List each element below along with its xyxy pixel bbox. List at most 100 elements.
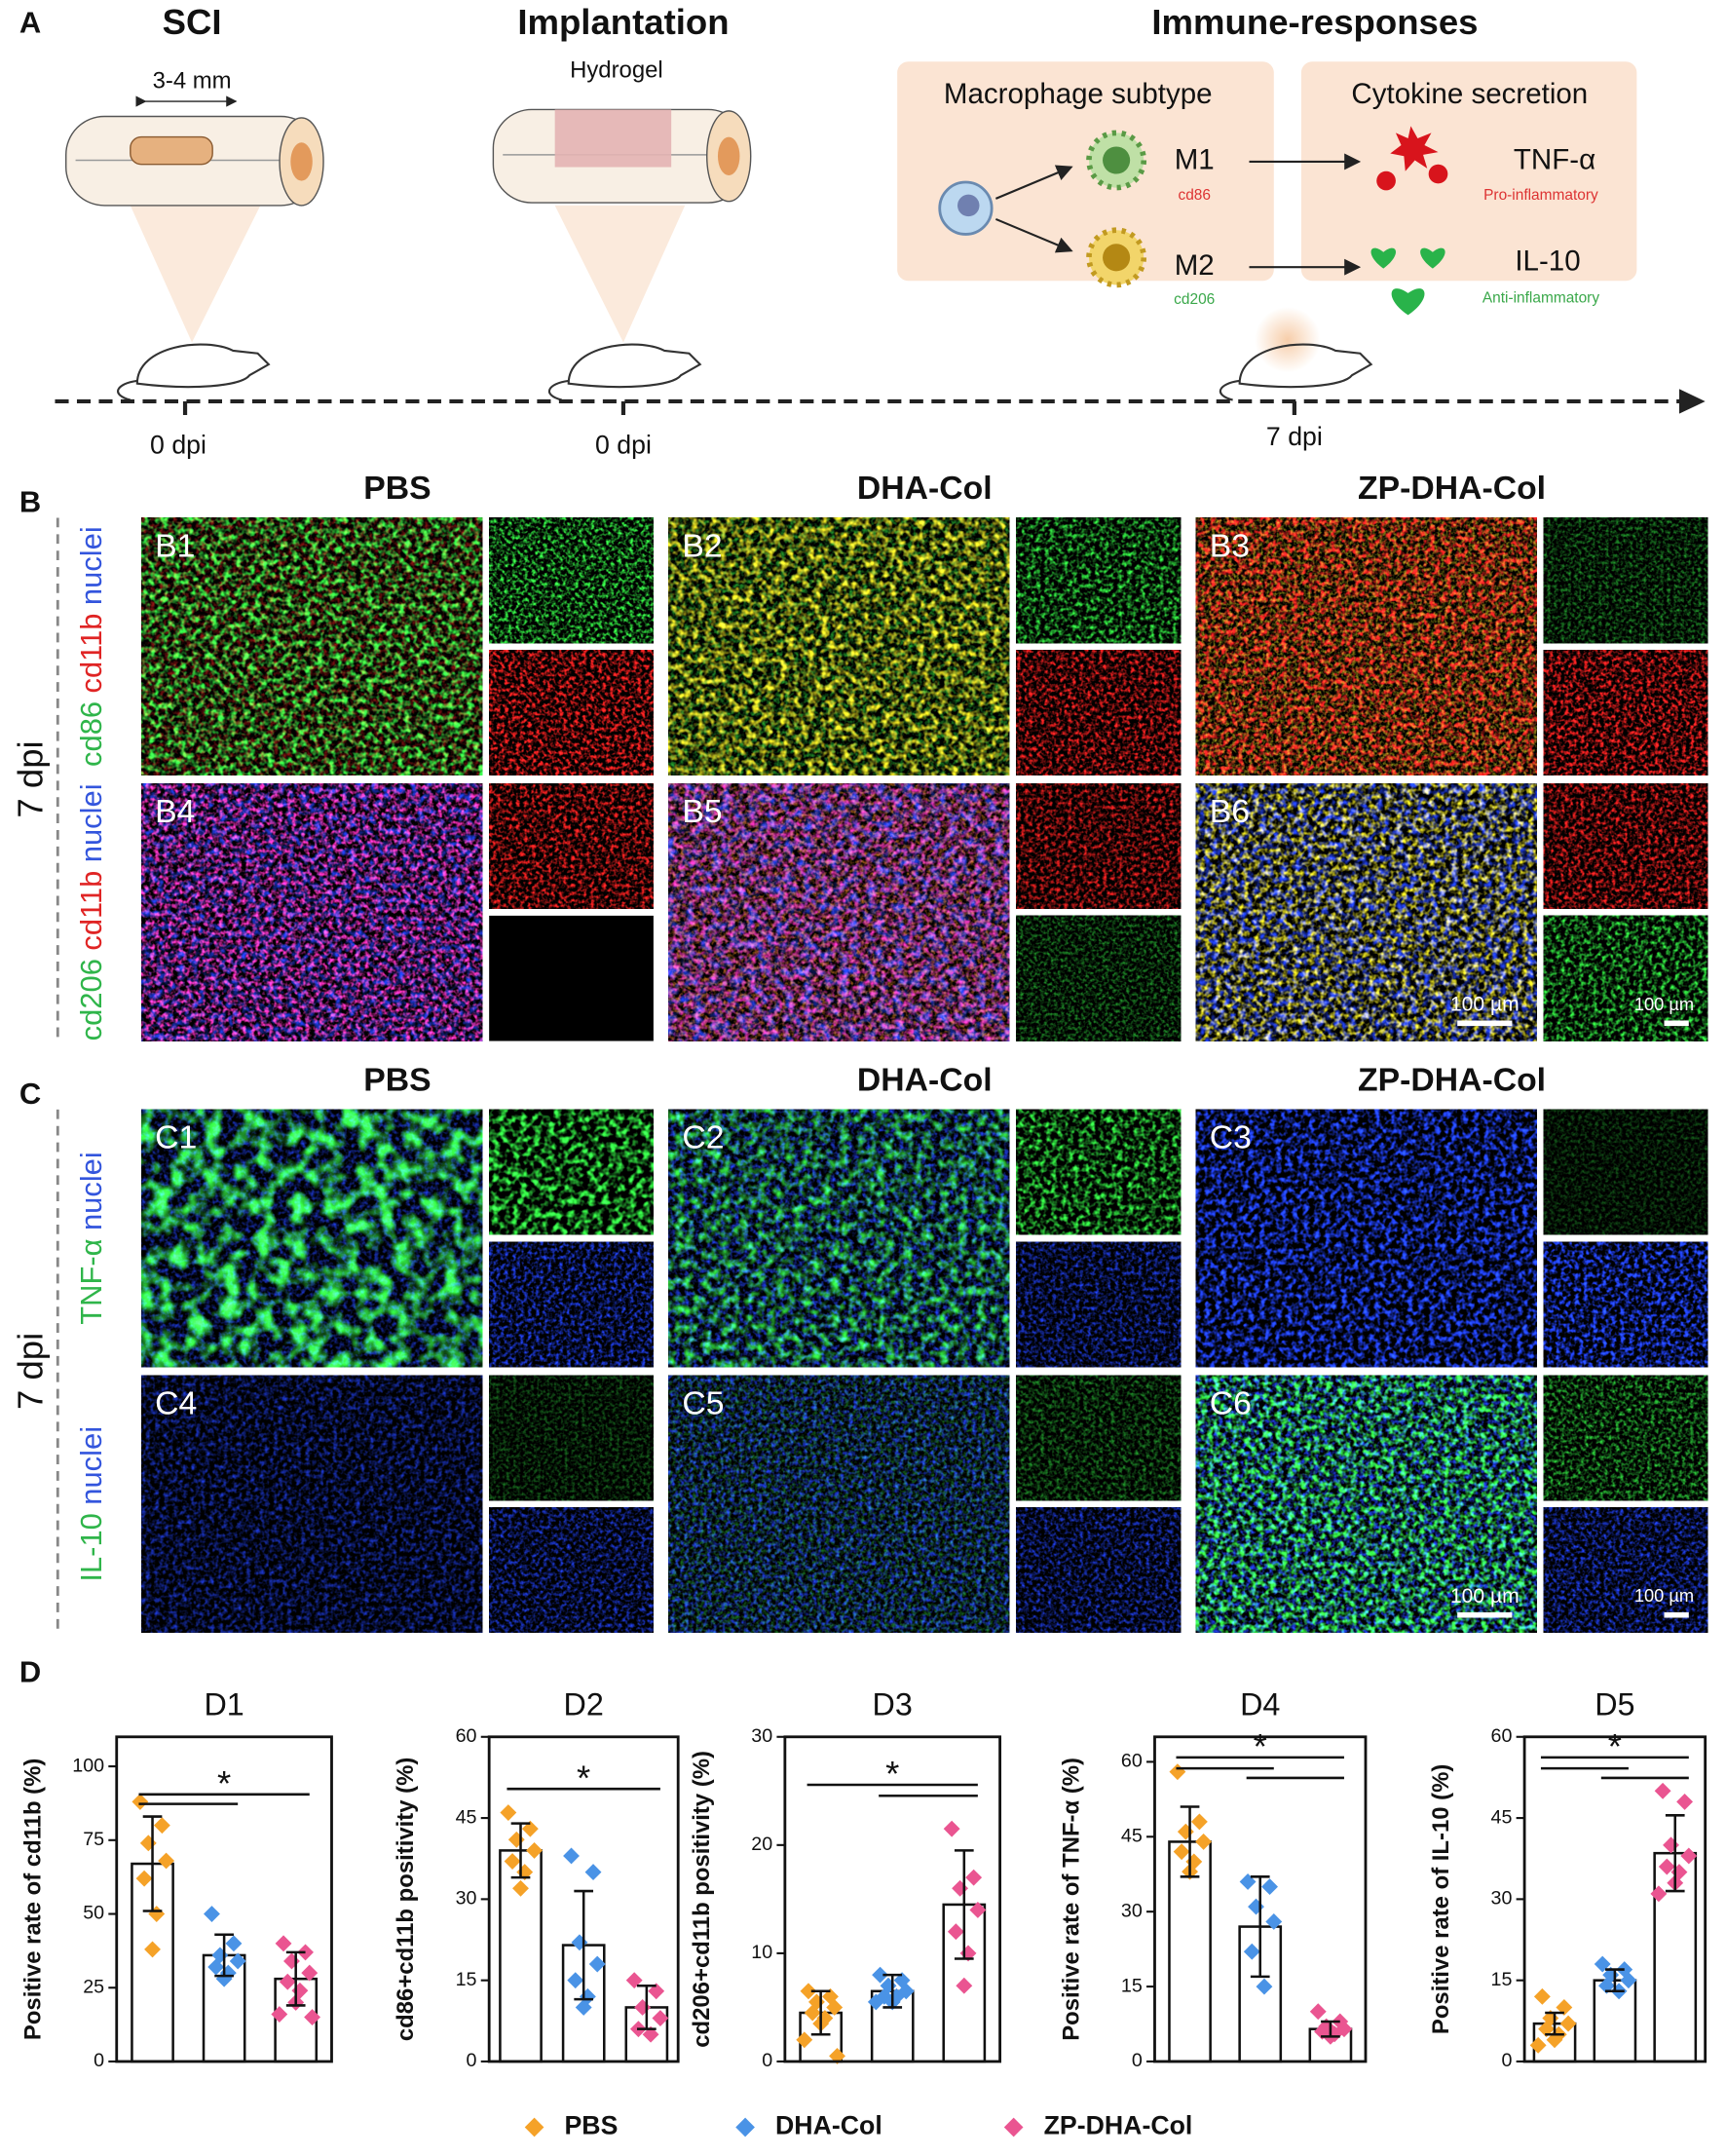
- time-label: 7 dpi: [11, 740, 51, 817]
- panel-id: C5: [682, 1384, 724, 1421]
- mouse-body: [1238, 343, 1373, 389]
- data-point: [947, 1923, 964, 1941]
- significance-star: *: [885, 1754, 899, 1794]
- y-tick-label: 15: [1121, 1975, 1143, 1996]
- mouse-glow: [1255, 306, 1321, 373]
- y-axis-label: Positive rate of IL-10 (%): [1428, 1764, 1454, 2034]
- time-label: 0 dpi: [595, 430, 652, 459]
- stain-label: cd206 cd11b nuclei: [74, 783, 108, 1040]
- stain-marker: TNF-α: [74, 1238, 108, 1324]
- micrograph: [1543, 1375, 1708, 1501]
- column-title: DHA-Col: [857, 1062, 993, 1099]
- y-tick-label: 0: [1501, 2050, 1512, 2071]
- stain-layer: [1016, 650, 1182, 775]
- stain-marker: cd11b: [74, 614, 108, 694]
- y-tick-label: 45: [1491, 1806, 1513, 1828]
- micrograph: [1016, 517, 1182, 644]
- stain-layer: [489, 650, 654, 775]
- time-label: 0 dpi: [150, 430, 206, 459]
- data-point: [144, 1941, 161, 1958]
- stain-layer: [1543, 915, 1708, 1041]
- stain-marker: nuclei: [74, 783, 108, 862]
- data-point: [1265, 1913, 1283, 1930]
- stain-layer: [489, 1507, 654, 1633]
- micrograph: [489, 915, 654, 1041]
- y-axis-label: cd206+cd11b positivity (%): [689, 1751, 715, 2048]
- micrograph: [1016, 1241, 1182, 1368]
- y-tick-label: 45: [1121, 1826, 1143, 1847]
- micrograph: [1016, 650, 1182, 775]
- y-tick-label: 0: [467, 2050, 477, 2071]
- stain-layer: [489, 1375, 654, 1501]
- micrograph: [1016, 783, 1182, 909]
- plot-frame: [1153, 1735, 1368, 2063]
- panel-id: C6: [1210, 1384, 1252, 1421]
- data-point: [512, 1879, 529, 1897]
- legend-marker: [524, 2117, 544, 2137]
- stage-title: Implantation: [517, 2, 729, 42]
- micrograph: [1016, 1507, 1182, 1633]
- stain-layer: [1016, 915, 1182, 1041]
- data-point: [1556, 1999, 1573, 2016]
- stain-layer: [1195, 1109, 1537, 1368]
- stain-layer: [668, 1109, 1010, 1368]
- y-tick-label: 15: [456, 1969, 477, 1990]
- data-point: [1546, 2031, 1563, 2049]
- micrograph: [489, 783, 654, 909]
- micrograph: [141, 517, 483, 775]
- panel-id: C1: [155, 1119, 197, 1156]
- micrograph: [668, 783, 1010, 1041]
- data-point: [1335, 2021, 1353, 2038]
- stain-label: TNF-α nuclei: [74, 1152, 108, 1325]
- micrograph: [141, 1375, 483, 1633]
- panel-id: B6: [1210, 793, 1250, 830]
- micrograph: [489, 1375, 654, 1501]
- data-point: [1650, 1885, 1668, 1903]
- effect: Anti-inflammatory: [1482, 290, 1599, 307]
- mouse-tail: [548, 379, 569, 401]
- stain-layer: [1016, 517, 1182, 644]
- column-title: PBS: [363, 1062, 431, 1099]
- chart-title: D1: [204, 1686, 244, 1721]
- micrograph: [1016, 1109, 1182, 1235]
- il10-molecule: [1391, 288, 1425, 316]
- il10-molecule: [1370, 247, 1397, 269]
- data-point: [943, 1820, 960, 1837]
- stain-marker: nuclei: [74, 1152, 108, 1230]
- data-point: [826, 1999, 844, 2016]
- micrograph: [668, 1375, 1010, 1633]
- data-point: [648, 1983, 665, 2000]
- micrograph-bg: [489, 915, 654, 1041]
- panel-label: B: [19, 485, 41, 519]
- stain-layer: [1543, 1109, 1708, 1235]
- plot-frame: [1522, 1735, 1707, 2063]
- micrograph: [1543, 915, 1708, 1041]
- y-tick-label: 25: [83, 1976, 104, 1997]
- plot-frame: [115, 1735, 333, 2063]
- stain-layer: [1016, 1241, 1182, 1368]
- scale-bar-label: 100 µm: [1634, 1585, 1694, 1606]
- micrograph: [1543, 517, 1708, 644]
- micrograph: [668, 517, 1010, 775]
- micrograph: [141, 1109, 483, 1368]
- panel-label: D: [19, 1654, 41, 1688]
- data-point: [1538, 2021, 1556, 2038]
- micrograph: [1195, 783, 1537, 1041]
- stain-layer: [1543, 1241, 1708, 1368]
- data-point: [867, 1993, 884, 2011]
- stain-layer: [141, 1109, 483, 1368]
- significance-star: *: [1608, 1726, 1622, 1766]
- plot-frame: [783, 1735, 1002, 2063]
- stain-layer: [668, 517, 1010, 775]
- chart-title: D5: [1595, 1686, 1634, 1721]
- micrograph: [489, 1507, 654, 1633]
- data-point: [796, 2031, 813, 2049]
- data-point: [275, 1935, 292, 1952]
- micrograph: [1543, 1109, 1708, 1235]
- plot-frame: [487, 1735, 680, 2063]
- column-title: DHA-Col: [857, 470, 993, 507]
- projection-cone: [554, 205, 686, 343]
- y-tick-label: 0: [762, 2050, 772, 2071]
